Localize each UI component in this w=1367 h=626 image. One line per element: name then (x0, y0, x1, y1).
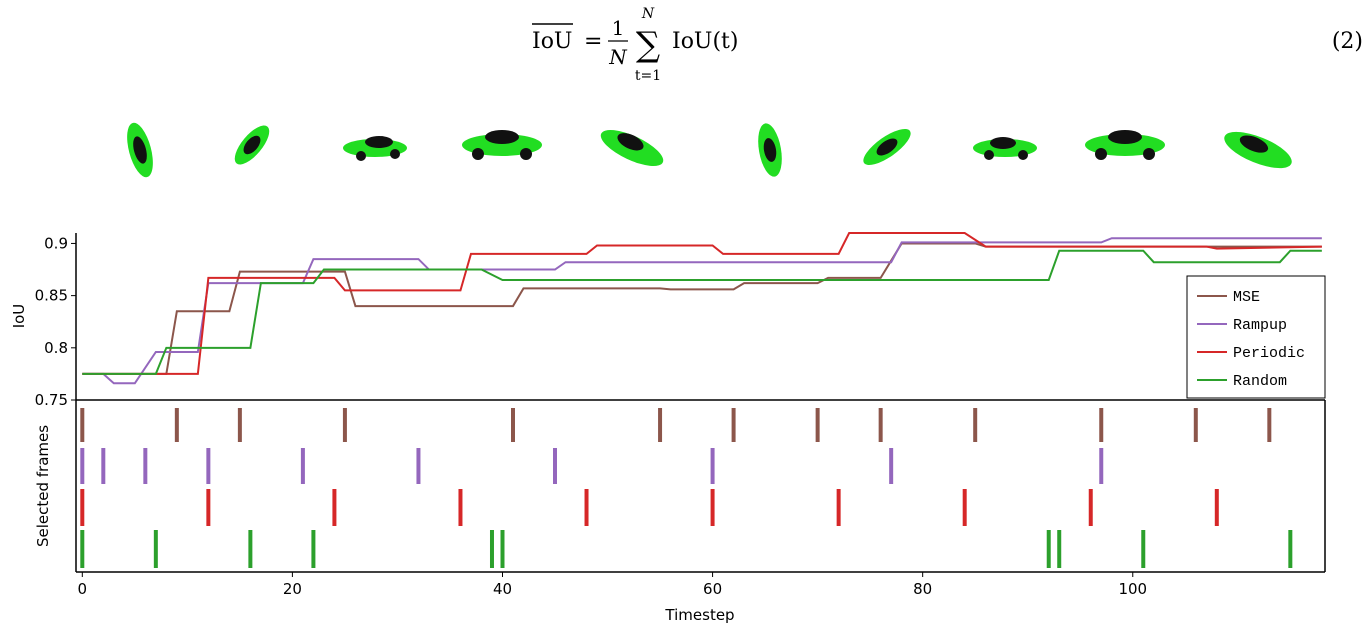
car (229, 120, 275, 170)
series-line (82, 238, 1322, 383)
car (596, 123, 668, 173)
chart: IoU Selected frames Timestep 0.75 0.8 0.85… (10, 233, 1325, 624)
eq-lower: t=1 (635, 68, 661, 84)
eq-sum: ∑ (636, 25, 660, 65)
eq-number: (2) (1332, 29, 1363, 54)
x-tick-label: 80 (913, 580, 932, 598)
car (858, 123, 915, 172)
eq-denominator: N (608, 45, 628, 69)
eq-numerator: 1 (612, 16, 625, 40)
legend-label: Random (1233, 373, 1287, 390)
eq-lhs: IoU (532, 29, 572, 54)
car-thumbnails (122, 120, 1296, 180)
series-line (82, 233, 1322, 374)
legend-label: MSE (1233, 289, 1260, 306)
car (1220, 124, 1296, 175)
y-tick-label: 0.75 (35, 391, 68, 409)
car (1085, 130, 1165, 160)
y-tick-label: 0.8 (44, 339, 68, 357)
y-axis-label: IoU (10, 304, 28, 329)
equation: IoU = 1 N ∑ N t=1 IoU(t) (2) (532, 6, 1363, 84)
eq-term: IoU(t) (672, 29, 738, 54)
x-axis-label: Timestep (664, 606, 734, 624)
y-tick-label: 0.85 (35, 287, 68, 305)
car (343, 136, 407, 161)
car (462, 130, 542, 160)
x-tick-label: 60 (703, 580, 722, 598)
legend-label: Periodic (1233, 345, 1305, 362)
x-tick-label: 20 (283, 580, 302, 598)
y-tick-label: 0.9 (44, 234, 68, 252)
car (754, 122, 785, 179)
legend-label: Rampup (1233, 317, 1287, 334)
x-tick-label: 0 (78, 580, 88, 598)
y-axis-label: Selected frames (34, 425, 52, 547)
eq-equals: = (584, 29, 602, 54)
series-line (82, 251, 1322, 374)
x-tick-label: 100 (1118, 580, 1147, 598)
eq-upper: N (641, 6, 655, 22)
car (122, 120, 158, 180)
figure: IoU = 1 N ∑ N t=1 IoU(t) (2) IoU Selecte… (0, 0, 1367, 626)
x-tick-label: 40 (493, 580, 512, 598)
car (973, 137, 1037, 160)
